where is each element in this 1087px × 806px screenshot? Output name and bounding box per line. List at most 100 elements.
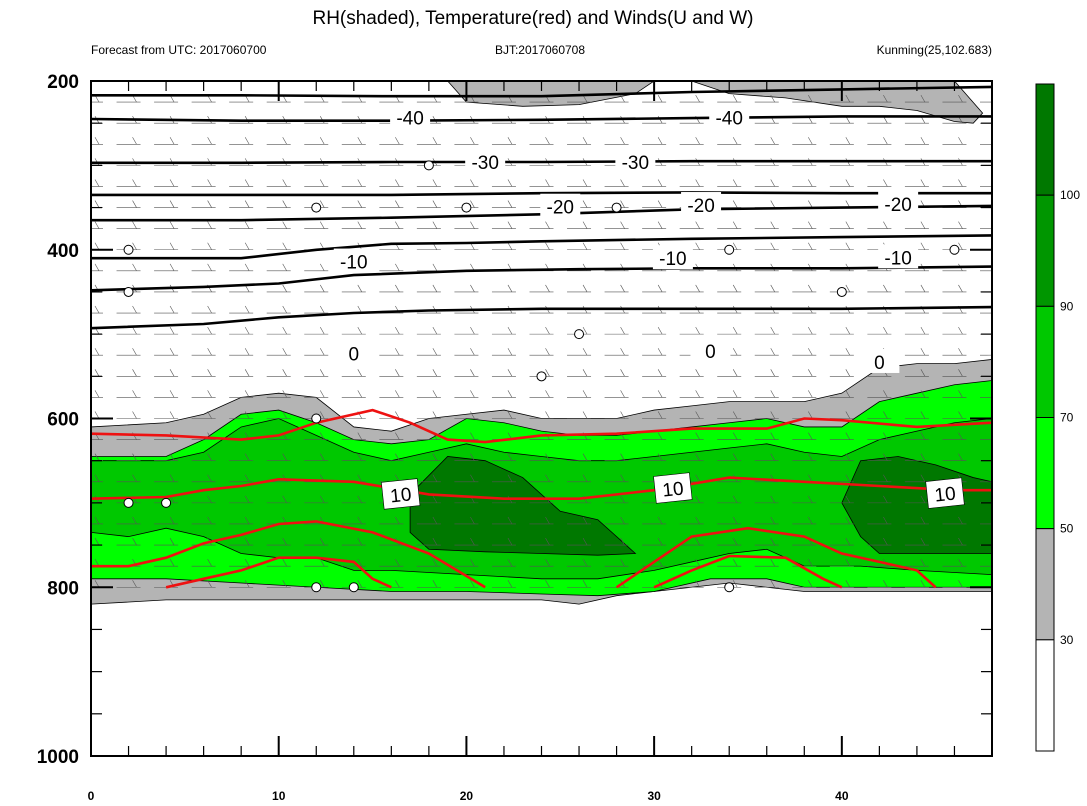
temp-contour <box>91 115 992 122</box>
calm-circle <box>311 582 322 593</box>
wind-barb <box>808 94 813 103</box>
wind-barb <box>470 348 475 356</box>
wind-barb <box>732 390 738 398</box>
wind-barb <box>883 474 888 482</box>
wind-barb <box>732 326 738 335</box>
wind-barb <box>244 326 250 335</box>
wind-barb <box>770 580 776 588</box>
wind-barb <box>958 432 963 440</box>
temp-label: -40 <box>715 108 742 129</box>
wind-barb <box>282 580 287 588</box>
wind-barb <box>395 432 400 440</box>
wind-barb <box>924 81 925 82</box>
wind-barb <box>845 242 851 250</box>
wind-barb <box>620 94 625 103</box>
wind-barb <box>695 516 700 525</box>
wind-barb <box>207 474 212 482</box>
wind-barb <box>169 348 175 356</box>
wind-barb <box>996 158 1000 165</box>
wind-barb <box>244 200 250 208</box>
y-tick-label: 600 <box>47 410 79 431</box>
wind-barb <box>395 284 400 293</box>
wind-barb <box>282 242 287 250</box>
wind-barb <box>695 432 700 440</box>
x-tick-label: 20 <box>460 789 474 803</box>
label-bg <box>653 472 693 504</box>
wind-barb <box>545 284 550 293</box>
label-bg <box>709 104 750 129</box>
wind-barb <box>545 390 550 398</box>
wind-barb <box>286 81 287 82</box>
wind-barb <box>169 221 175 229</box>
wind-barb <box>695 474 700 482</box>
wind-barb <box>395 221 400 229</box>
wind-barb <box>699 81 700 82</box>
x-tick-label: 0 <box>88 789 95 803</box>
wind-barb <box>207 221 212 229</box>
wind-barb <box>996 201 1000 208</box>
wind-barb <box>845 390 851 398</box>
y-tick-label: 200 <box>47 72 79 93</box>
wind-barb <box>432 390 438 398</box>
wind-barb <box>695 137 700 145</box>
wind-barb <box>395 559 400 567</box>
wind-barb <box>958 242 963 250</box>
label-bg <box>690 338 731 362</box>
wind-barb <box>657 284 663 293</box>
wind-barb <box>958 559 963 567</box>
wind-barb <box>920 369 926 377</box>
temp-label: -10 <box>659 249 686 270</box>
wind-barb <box>845 326 851 335</box>
temp-contour-red <box>91 408 992 444</box>
wind-barb <box>395 580 400 588</box>
wind-barb <box>94 474 100 482</box>
wind-barb <box>244 221 250 229</box>
wind-barb <box>582 516 588 525</box>
wind-barb <box>958 179 963 187</box>
wind-barb <box>395 453 400 461</box>
wind-barb <box>169 263 175 271</box>
wind-barb <box>732 369 738 377</box>
wind-barb <box>770 559 776 567</box>
wind-barb <box>996 369 1000 376</box>
wind-barb <box>282 369 287 377</box>
wind-barb <box>770 94 776 103</box>
wind-barb <box>244 242 250 250</box>
wind-barb <box>732 537 738 546</box>
wind-barb <box>958 94 963 103</box>
wind-barb <box>545 221 550 229</box>
wind-barb <box>920 537 926 546</box>
wind-barb <box>357 495 363 504</box>
wind-barb <box>620 474 625 482</box>
wind-barb <box>920 348 926 356</box>
wind-barb <box>657 559 663 567</box>
wind-barb <box>845 453 851 461</box>
temp-label-red: 10 <box>389 484 412 507</box>
wind-barb <box>695 411 700 419</box>
wind-barb <box>657 200 663 208</box>
colorbar: 100 90 70 50 30 <box>1035 83 1080 752</box>
wind-barb <box>545 348 550 356</box>
wind-barb <box>732 580 738 588</box>
wind-barb <box>849 81 850 82</box>
wind-barb <box>470 453 475 461</box>
wind-barb <box>94 348 100 356</box>
wind-barb <box>545 474 550 482</box>
wind-barb <box>770 390 776 398</box>
label-bg <box>652 245 693 270</box>
wind-barb <box>582 326 588 335</box>
colorbar-label: 90 <box>1060 299 1074 313</box>
colorbar-label: 50 <box>1060 522 1074 536</box>
wind-barb <box>244 348 250 356</box>
wind-barb <box>94 305 100 314</box>
wind-barb <box>395 369 400 377</box>
wind-barb <box>470 411 475 419</box>
wind-barb <box>883 580 888 588</box>
wind-barb <box>883 516 888 525</box>
wind-barb <box>582 390 588 398</box>
temp-contour <box>91 234 992 260</box>
wind-barb <box>732 559 738 567</box>
wind-barb <box>620 137 625 145</box>
calm-circle <box>423 160 434 171</box>
wind-barb <box>920 474 926 482</box>
